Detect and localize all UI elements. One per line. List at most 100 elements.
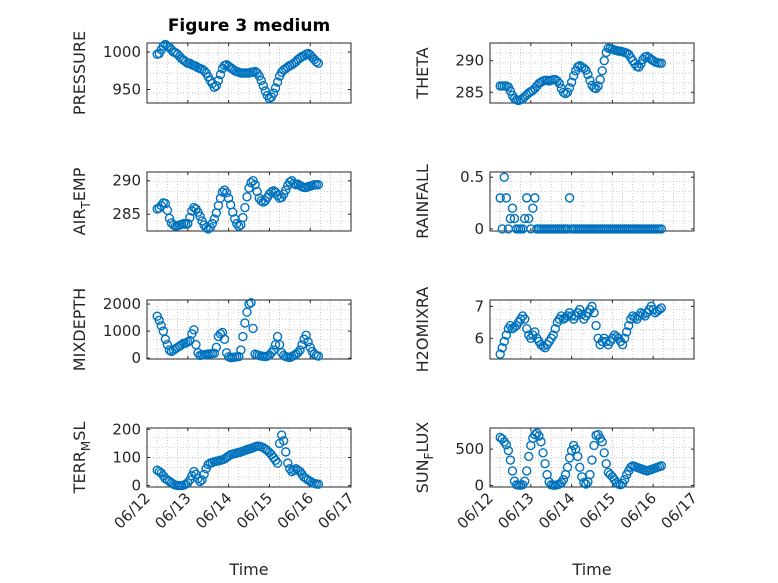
data-point	[589, 440, 599, 451]
subplot-theta: 285 290 THETA	[413, 42, 695, 106]
data-point	[240, 202, 250, 213]
data-point	[507, 466, 518, 476]
data-point	[154, 315, 164, 325]
y-axis-label: SUNFLUX	[413, 422, 436, 494]
data-point	[585, 469, 595, 480]
data-point	[268, 88, 279, 98]
y-axis-label: TERRMSL	[70, 422, 93, 495]
y-tick-label: 950	[112, 81, 141, 99]
data-point	[266, 348, 277, 358]
series-markers	[495, 428, 667, 490]
data-point	[524, 451, 534, 462]
data-point	[573, 451, 583, 462]
data-point	[164, 213, 175, 223]
data-point	[156, 321, 166, 331]
series-markers	[495, 43, 667, 106]
data-point	[587, 455, 597, 465]
y-tick-label: 0	[474, 477, 484, 495]
data-point	[311, 57, 322, 67]
data-point	[495, 193, 505, 203]
data-point	[236, 345, 246, 355]
data-point	[630, 312, 640, 323]
x-axis-label: Time	[571, 560, 611, 579]
data-point	[656, 58, 667, 68]
data-point	[252, 186, 262, 197]
x-axis-label: Time	[228, 560, 268, 579]
data-point	[303, 337, 313, 347]
data-point	[189, 466, 199, 477]
data-point	[246, 298, 256, 308]
data-point	[160, 334, 171, 344]
data-point	[538, 341, 548, 351]
data-point	[638, 309, 648, 320]
data-point	[183, 218, 193, 229]
data-point	[619, 475, 630, 485]
data-point	[540, 458, 550, 469]
y-tick-label: 0	[474, 220, 484, 238]
data-point	[234, 221, 244, 232]
data-point	[562, 462, 573, 473]
data-point	[272, 458, 283, 468]
data-point	[534, 431, 544, 441]
data-point	[568, 71, 579, 81]
data-point	[232, 218, 242, 229]
data-point	[497, 224, 507, 234]
data-point	[585, 75, 595, 85]
data-point	[256, 75, 266, 86]
data-point	[244, 299, 254, 309]
y-tick-label: 1000	[103, 43, 141, 61]
data-point	[593, 81, 603, 91]
y-tick-label: 285	[112, 205, 141, 223]
data-point	[209, 82, 220, 92]
subplot-pressure: 950 1000 PRESSURE Figure 3 medium	[70, 16, 352, 115]
data-point	[301, 330, 311, 340]
data-point	[564, 83, 575, 93]
data-point	[242, 192, 252, 202]
data-point	[495, 349, 505, 359]
data-point	[501, 330, 512, 340]
data-point	[589, 308, 599, 318]
series-markers	[152, 176, 324, 234]
data-point	[636, 59, 646, 69]
data-point	[587, 301, 597, 312]
data-point	[554, 78, 565, 89]
y-tick-label: 290	[455, 52, 484, 70]
data-point	[313, 180, 324, 190]
data-point	[583, 69, 593, 80]
data-point	[209, 214, 220, 224]
data-point	[528, 203, 538, 213]
data-point	[158, 41, 169, 51]
data-point	[505, 86, 516, 96]
data-point	[207, 218, 217, 229]
data-point	[581, 479, 591, 489]
data-point	[599, 448, 609, 458]
data-point	[579, 477, 589, 488]
data-point	[297, 339, 307, 350]
data-point	[505, 213, 516, 224]
data-point	[295, 345, 305, 355]
y-tick-label: 100	[112, 449, 141, 467]
data-point	[507, 203, 518, 213]
series-markers	[152, 39, 324, 104]
data-point	[176, 339, 187, 350]
subplot-h2omixra: 6 7 H2OMIXRA	[413, 287, 695, 372]
data-point	[538, 448, 548, 458]
data-point	[313, 351, 324, 361]
data-point	[499, 336, 509, 347]
data-point	[575, 462, 585, 473]
data-point	[160, 198, 171, 209]
data-point	[238, 212, 248, 223]
data-point	[197, 475, 207, 485]
data-point	[223, 193, 234, 203]
data-point	[240, 318, 250, 328]
data-point	[278, 435, 289, 446]
data-point	[530, 193, 540, 203]
y-tick-label: 290	[112, 172, 141, 190]
series-markers	[152, 298, 324, 363]
data-point	[597, 66, 607, 76]
grid	[489, 172, 695, 231]
data-point	[558, 475, 569, 485]
data-point	[562, 87, 573, 97]
y-axis-label: PRESSURE	[70, 31, 89, 115]
data-point	[270, 455, 281, 466]
